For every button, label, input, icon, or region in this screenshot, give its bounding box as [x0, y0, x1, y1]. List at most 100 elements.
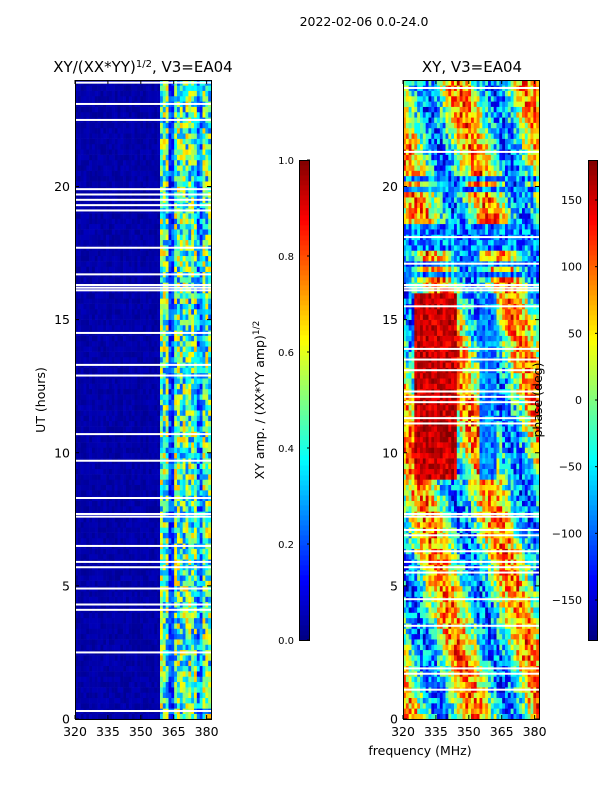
heatmap-cell — [128, 356, 132, 363]
heatmap-cell — [188, 633, 192, 640]
heatmap-cell — [199, 404, 203, 411]
heatmap-cell — [75, 644, 79, 651]
heatmap-cell — [160, 623, 164, 629]
heatmap-cell — [114, 537, 118, 544]
heatmap-cell — [185, 687, 189, 693]
heatmap-cell — [145, 181, 149, 187]
heatmap-cell — [182, 447, 186, 454]
heatmap-cell — [97, 452, 101, 459]
heatmap-cell — [120, 532, 124, 539]
heatmap-cell — [202, 356, 206, 363]
heatmap-cell — [123, 175, 127, 182]
heatmap-cell — [92, 660, 96, 667]
heatmap-cell — [165, 671, 169, 677]
heatmap-cell — [157, 404, 161, 411]
heatmap-cell — [171, 671, 175, 677]
heatmap-cell — [86, 639, 90, 645]
heatmap-cell — [194, 596, 198, 603]
heatmap-cell — [182, 239, 186, 246]
heatmap-cell — [162, 612, 166, 619]
heatmap-cell — [196, 575, 200, 581]
heatmap-cell — [145, 239, 149, 246]
heatmap-cell — [94, 474, 98, 480]
heatmap-cell — [143, 484, 147, 491]
amplitude-title: XY/(XX*YY)1/2, V3=EA04 — [53, 58, 232, 76]
heatmap-cell — [94, 415, 98, 422]
heatmap-cell — [137, 506, 141, 512]
heatmap-cell — [80, 516, 84, 523]
heatmap-cell — [208, 521, 212, 528]
heatmap-cell — [80, 527, 84, 533]
heatmap-cell — [86, 346, 90, 352]
heatmap-cell — [109, 697, 113, 704]
heatmap-cell — [199, 367, 203, 374]
heatmap-cell — [131, 687, 135, 693]
heatmap-cell — [134, 335, 138, 342]
heatmap-cell — [196, 532, 200, 539]
heatmap-cell — [75, 452, 79, 459]
heatmap-cell — [151, 596, 155, 603]
heatmap-cell — [123, 569, 127, 576]
heatmap-cell — [174, 229, 178, 235]
heatmap-cell — [114, 261, 118, 267]
heatmap-cell — [199, 468, 203, 475]
heatmap-cell — [199, 351, 203, 358]
heatmap-cell — [179, 623, 183, 629]
heatmap-cell — [165, 532, 169, 539]
heatmap-cell — [157, 314, 161, 320]
heatmap-cell — [182, 548, 186, 555]
heatmap-cell — [171, 261, 175, 267]
heatmap-cell — [109, 537, 113, 544]
heatmap-cell — [126, 351, 130, 358]
heatmap-cell — [75, 404, 79, 411]
heatmap-cell — [154, 447, 158, 454]
heatmap-cell — [188, 516, 192, 523]
heatmap-cell — [188, 484, 192, 491]
heatmap-cell — [168, 351, 172, 358]
heatmap-cell — [148, 399, 152, 406]
heatmap-cell — [188, 447, 192, 454]
heatmap-cell — [103, 484, 107, 491]
heatmap-cell — [97, 703, 101, 709]
heatmap-cell — [100, 617, 104, 624]
heatmap-cell — [92, 308, 96, 315]
heatmap-cell — [140, 490, 144, 496]
heatmap-cell — [106, 367, 110, 374]
heatmap-cell — [177, 474, 181, 480]
heatmap-cell — [80, 655, 84, 661]
heatmap-cell — [86, 175, 90, 182]
heatmap-cell — [97, 165, 101, 171]
heatmap-cell — [131, 537, 135, 544]
heatmap-cell — [114, 308, 118, 315]
heatmap-cell — [182, 165, 186, 171]
heatmap-cell — [100, 490, 104, 496]
heatmap-cell — [97, 639, 101, 645]
heatmap-cell — [83, 261, 87, 267]
heatmap-cell — [194, 277, 198, 283]
heatmap-cell — [111, 623, 115, 629]
heatmap-cell — [134, 628, 138, 635]
heatmap-cell — [171, 713, 175, 720]
heatmap-cell — [114, 447, 118, 454]
heatmap-cell — [171, 639, 175, 645]
heatmap-cell — [154, 277, 158, 283]
heatmap-cell — [165, 388, 169, 395]
heatmap-cell — [103, 596, 107, 603]
heatmap-cell — [168, 293, 172, 299]
heatmap-cell — [134, 633, 138, 640]
heatmap-cell — [145, 697, 149, 704]
heatmap-cell — [134, 239, 138, 246]
heatmap-cell — [143, 420, 147, 427]
heatmap-cell — [157, 415, 161, 422]
heatmap-cell — [131, 591, 135, 597]
heatmap-cell — [134, 447, 138, 454]
heatmap-cell — [140, 692, 144, 699]
heatmap-cell — [205, 692, 209, 699]
heatmap-cell — [80, 308, 84, 315]
heatmap-cell — [80, 229, 84, 235]
heatmap-cell — [160, 181, 164, 187]
heatmap-cell — [120, 261, 124, 267]
heatmap-cell — [185, 591, 189, 597]
heatmap-cell — [168, 591, 172, 597]
heatmap-cell — [134, 569, 138, 576]
